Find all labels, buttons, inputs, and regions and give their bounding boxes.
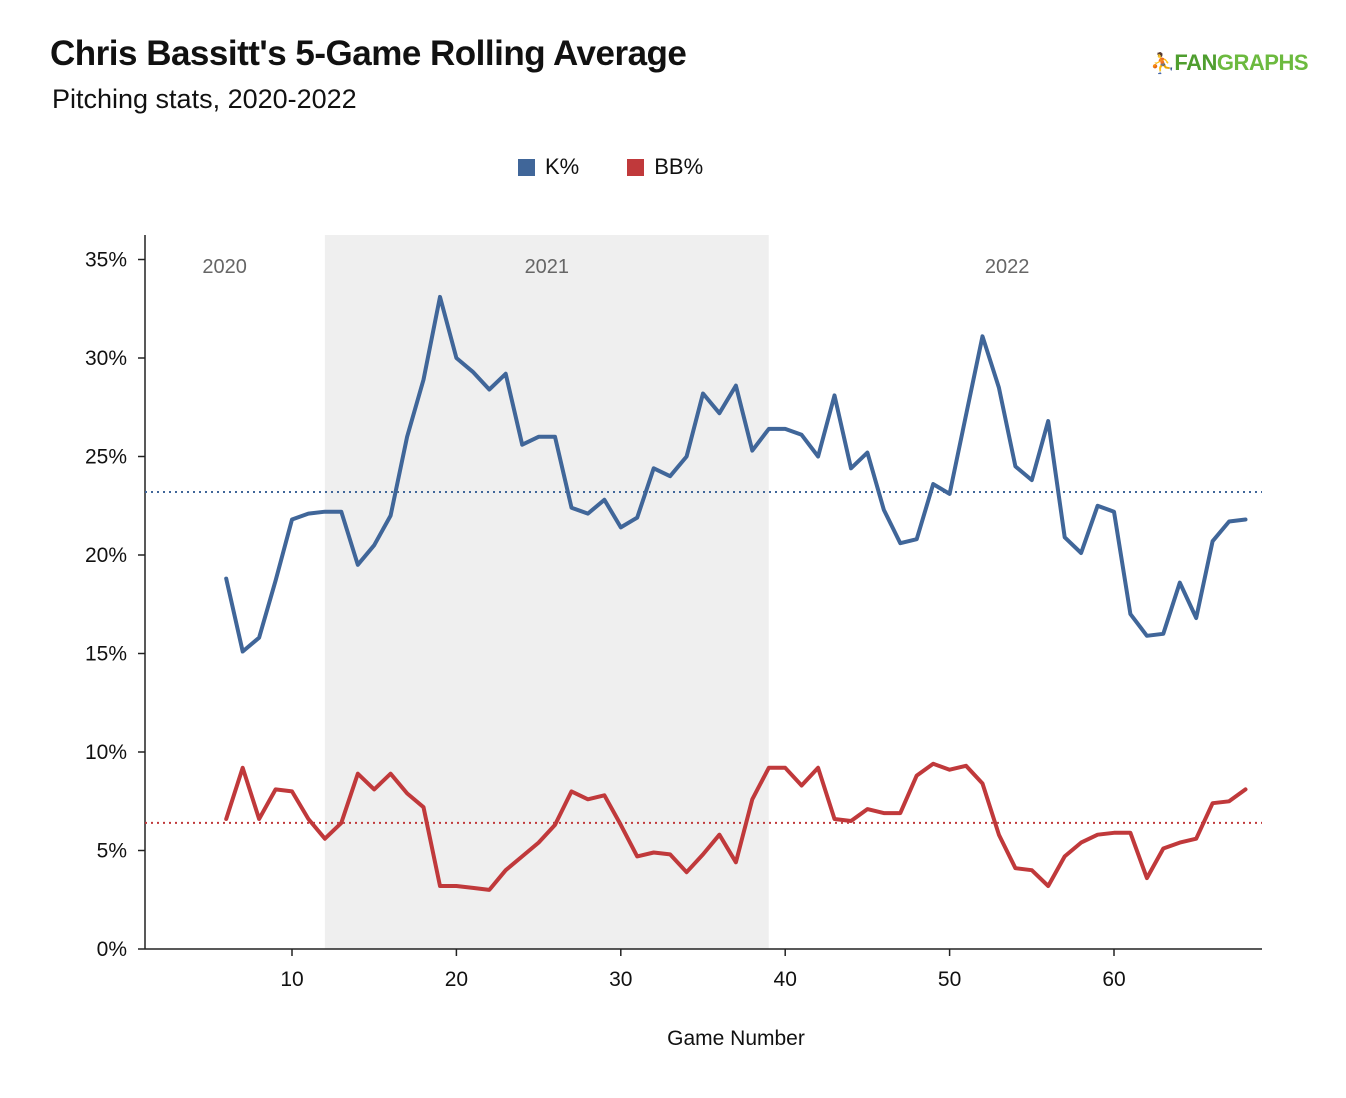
chart-title: Chris Bassitt's 5-Game Rolling Average <box>50 34 687 73</box>
chart-subtitle: Pitching stats, 2020-2022 <box>52 84 357 114</box>
y-tick-label: 0% <box>97 938 127 961</box>
legend: K% BB% <box>518 154 703 180</box>
x-tick-label: 60 <box>1102 968 1125 991</box>
fangraphs-logo: ⛹FANGRAPHS <box>1150 50 1309 76</box>
fangraphs-logo-icon: ⛹ <box>1150 53 1175 75</box>
logo-fan: FAN <box>1174 50 1217 75</box>
legend-label-k: K% <box>545 154 580 179</box>
x-axis-title: Game Number <box>667 1027 805 1050</box>
legend-item-bb[interactable]: BB% <box>627 154 703 180</box>
era-label-2020: 2020 <box>202 256 247 278</box>
x-tick-label: 20 <box>445 968 468 991</box>
x-tick-label: 40 <box>774 968 797 991</box>
season-shade-0 <box>324 235 769 949</box>
series-line-bb <box>224 761 1248 892</box>
legend-swatch-k <box>518 158 535 176</box>
y-tick-label: 10% <box>85 741 127 764</box>
logo-graphs: GRAPHS <box>1216 50 1309 75</box>
legend-swatch-bb <box>627 158 645 176</box>
era-label-2022: 2022 <box>985 256 1030 278</box>
y-tick-label: 35% <box>85 249 127 272</box>
y-tick-label: 15% <box>85 643 127 666</box>
y-tick-label: 5% <box>97 840 127 863</box>
legend-label-bb: BB% <box>654 154 704 179</box>
y-tick-label: 25% <box>85 446 127 469</box>
legend-item-k[interactable]: K% <box>518 154 579 180</box>
series-line-k <box>224 294 1248 654</box>
y-tick-label: 20% <box>85 544 127 567</box>
x-tick-label: 50 <box>938 968 961 991</box>
y-tick-label: 30% <box>85 347 127 370</box>
era-label-2021: 2021 <box>525 256 570 278</box>
x-tick-label: 30 <box>609 968 632 991</box>
x-tick-label: 10 <box>280 968 303 991</box>
